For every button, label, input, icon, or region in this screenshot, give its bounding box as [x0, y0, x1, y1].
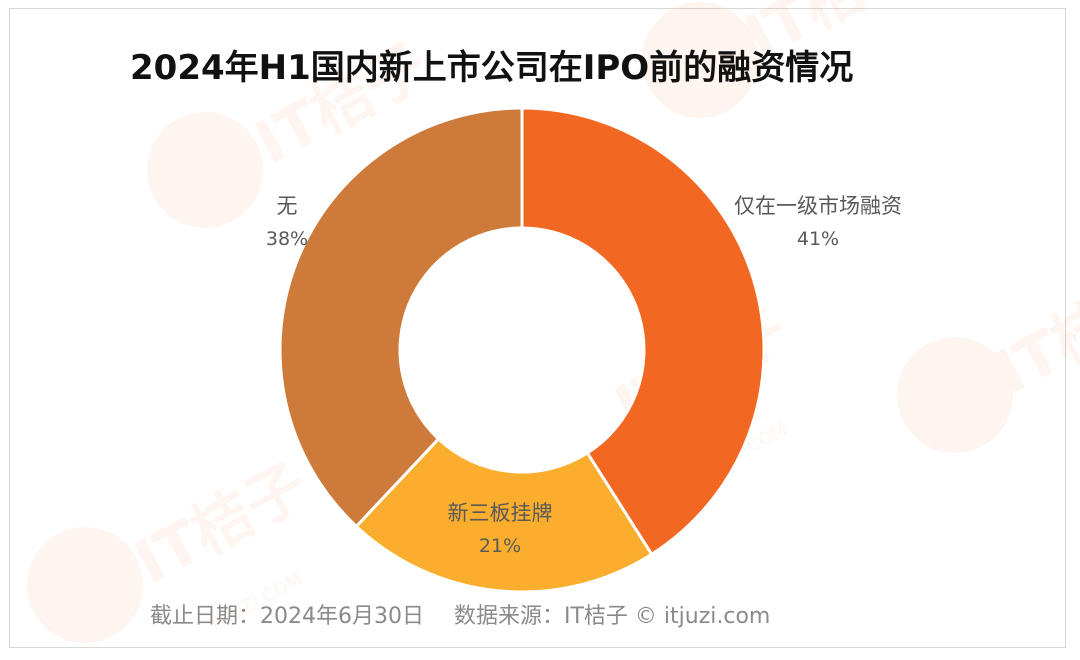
donut-slice [278, 106, 524, 529]
slice-label: 新三板挂牌 [448, 501, 553, 525]
watermark-orange-logo [642, 2, 758, 118]
donut-labels: 仅在一级市场融资 41% 新三板挂牌 21% 无 38% [266, 194, 902, 557]
slice-percent-label: 21% [479, 535, 521, 557]
slice-label: 无 [277, 194, 298, 218]
donut-slice [520, 106, 766, 557]
slice-label: 仅在一级市场融资 [734, 194, 902, 218]
chart-title: 2024年H1国内新上市公司在IPO前的融资情况 [130, 48, 854, 88]
donut-slices [278, 106, 766, 594]
watermark-orange-logo [27, 527, 143, 643]
chart-footer: 截止日期：2024年6月30日 数据来源：IT桔子 © itjuzi.com [150, 598, 770, 630]
donut-slice [354, 436, 654, 594]
footer-date: 截止日期：2024年6月30日 [150, 604, 424, 629]
slice-percent-label: 41% [797, 228, 839, 250]
slice-percent-label: 38% [266, 228, 308, 250]
watermark-orange-logo [897, 337, 1013, 453]
footer-source: 数据来源：IT桔子 © itjuzi.com [453, 604, 771, 629]
watermark-orange-logo [147, 112, 263, 228]
